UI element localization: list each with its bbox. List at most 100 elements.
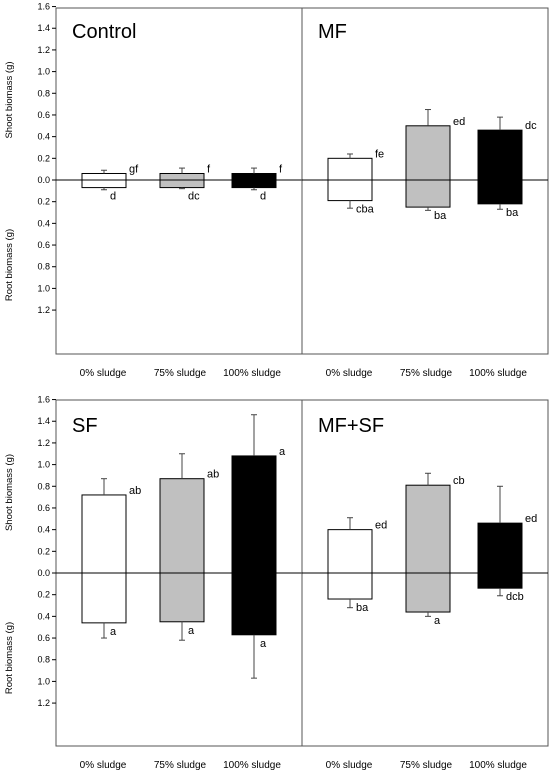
y-tick-label: 1.6: [37, 395, 50, 405]
y-tick-label: 0.0: [37, 568, 50, 578]
panel-title: Control: [72, 21, 136, 43]
shoot-bar: [231, 455, 277, 574]
root-significance-letter: ba: [506, 207, 519, 219]
shoot-significance-letter: ed: [525, 513, 537, 525]
category-label: 0% sludge: [80, 760, 127, 771]
root-significance-letter: a: [434, 615, 441, 627]
root-significance-letter: d: [110, 191, 116, 203]
shoot-significance-letter: f: [207, 163, 211, 175]
y-tick-label: 1.6: [37, 2, 50, 12]
category-label: 100% sludge: [469, 760, 527, 771]
category-label: 75% sludge: [154, 368, 207, 379]
root-significance-letter: cba: [356, 204, 375, 216]
y-tick-label: 0.2: [37, 197, 50, 207]
shoot-bar: [327, 529, 373, 574]
root-significance-letter: dcb: [506, 591, 524, 603]
panel-2: SF 1.6 1.4 1.2 1.0 0.8 0.6 0.4 0.2 0.0 0.2 0.4 0.6 0.…: [4, 395, 303, 771]
y-axis-title-root: Root biomass (g): [4, 622, 15, 694]
root-bar: [159, 179, 205, 189]
shoot-bar: [231, 172, 277, 181]
y-tick-label: 0.0: [37, 175, 50, 185]
shoot-bar: [327, 157, 373, 181]
root-significance-letter: d: [260, 191, 266, 203]
shoot-significance-letter: cb: [453, 475, 465, 487]
category-label: 75% sludge: [400, 760, 453, 771]
y-tick-label: 0.6: [37, 110, 50, 120]
root-significance-letter: dc: [188, 191, 200, 203]
root-bar: [159, 572, 205, 623]
shoot-bar: [477, 129, 523, 181]
y-tick-label: 1.2: [37, 305, 50, 315]
y-tick-label: 0.6: [37, 633, 50, 643]
y-tick-label: 1.0: [37, 676, 50, 686]
y-tick-label: 1.4: [37, 23, 50, 33]
y-tick-label: 1.4: [37, 416, 50, 426]
panel-0: Control 1.6 1.4 1.2 1.0 0.8 0.6 0.4 0.2 0.0 0.2 0.4…: [4, 2, 303, 379]
shoot-significance-letter: ed: [453, 116, 465, 128]
y-tick-label: 0.6: [37, 240, 50, 250]
y-tick-label: 0.8: [37, 262, 50, 272]
shoot-significance-letter: a: [279, 446, 286, 458]
panel-title: SF: [72, 415, 98, 437]
shoot-bar: [159, 172, 205, 181]
panel-title: MF: [318, 21, 347, 43]
shoot-significance-letter: f: [279, 163, 283, 175]
shoot-bar: [81, 494, 127, 574]
y-tick-label: 1.2: [37, 438, 50, 448]
shoot-significance-letter: dc: [525, 120, 537, 132]
y-tick-label: 1.0: [37, 283, 50, 293]
y-tick-label: 1.0: [37, 460, 50, 470]
y-tick-label: 1.2: [37, 698, 50, 708]
root-significance-letter: ba: [434, 210, 447, 222]
root-bar: [231, 572, 277, 636]
root-bar: [327, 572, 373, 600]
shoot-bar: [81, 172, 127, 181]
root-bar: [405, 572, 451, 613]
root-bar: [477, 572, 523, 589]
shoot-significance-letter: gf: [129, 163, 139, 175]
y-tick-label: 0.2: [37, 546, 50, 556]
y-tick-label: 0.2: [37, 153, 50, 163]
shoot-bar: [405, 484, 451, 574]
category-label: 100% sludge: [223, 760, 281, 771]
shoot-significance-letter: fe: [375, 148, 384, 160]
root-significance-letter: ba: [356, 602, 369, 614]
y-tick-label: 0.4: [37, 218, 50, 228]
root-bar: [477, 179, 523, 205]
shoot-significance-letter: ed: [375, 520, 387, 532]
category-label: 75% sludge: [400, 368, 453, 379]
category-label: 0% sludge: [326, 368, 373, 379]
root-bar: [327, 179, 373, 202]
y-tick-label: 0.6: [37, 503, 50, 513]
panel-frame: [301, 7, 549, 355]
shoot-significance-letter: ab: [207, 469, 219, 481]
y-tick-label: 1.2: [37, 45, 50, 55]
y-tick-label: 1.0: [37, 67, 50, 77]
shoot-bar: [159, 478, 205, 574]
root-bar: [231, 179, 277, 189]
y-axis-title-root: Root biomass (g): [4, 229, 15, 301]
category-label: 100% sludge: [469, 368, 527, 379]
y-tick-label: 0.8: [37, 655, 50, 665]
root-bar: [405, 179, 451, 208]
root-bar: [81, 179, 127, 189]
y-axis-title-shoot: Shoot biomass (g): [4, 61, 15, 138]
shoot-bar: [477, 522, 523, 574]
y-tick-label: 0.8: [37, 88, 50, 98]
root-significance-letter: a: [260, 638, 267, 650]
category-label: 0% sludge: [80, 368, 127, 379]
y-tick-label: 0.4: [37, 132, 50, 142]
category-label: 100% sludge: [223, 368, 281, 379]
panel-1: MF fe cba 0% sludge ed ba 75% sludge dc ba 100% s…: [301, 7, 549, 379]
y-tick-label: 0.2: [37, 590, 50, 600]
category-label: 0% sludge: [326, 760, 373, 771]
y-tick-label: 0.4: [37, 525, 50, 535]
root-significance-letter: a: [188, 625, 195, 637]
shoot-bar: [405, 125, 451, 181]
y-tick-label: 0.8: [37, 481, 50, 491]
y-tick-label: 0.4: [37, 611, 50, 621]
panel-title: MF+SF: [318, 415, 384, 437]
root-bar: [81, 572, 127, 624]
root-significance-letter: a: [110, 626, 117, 638]
